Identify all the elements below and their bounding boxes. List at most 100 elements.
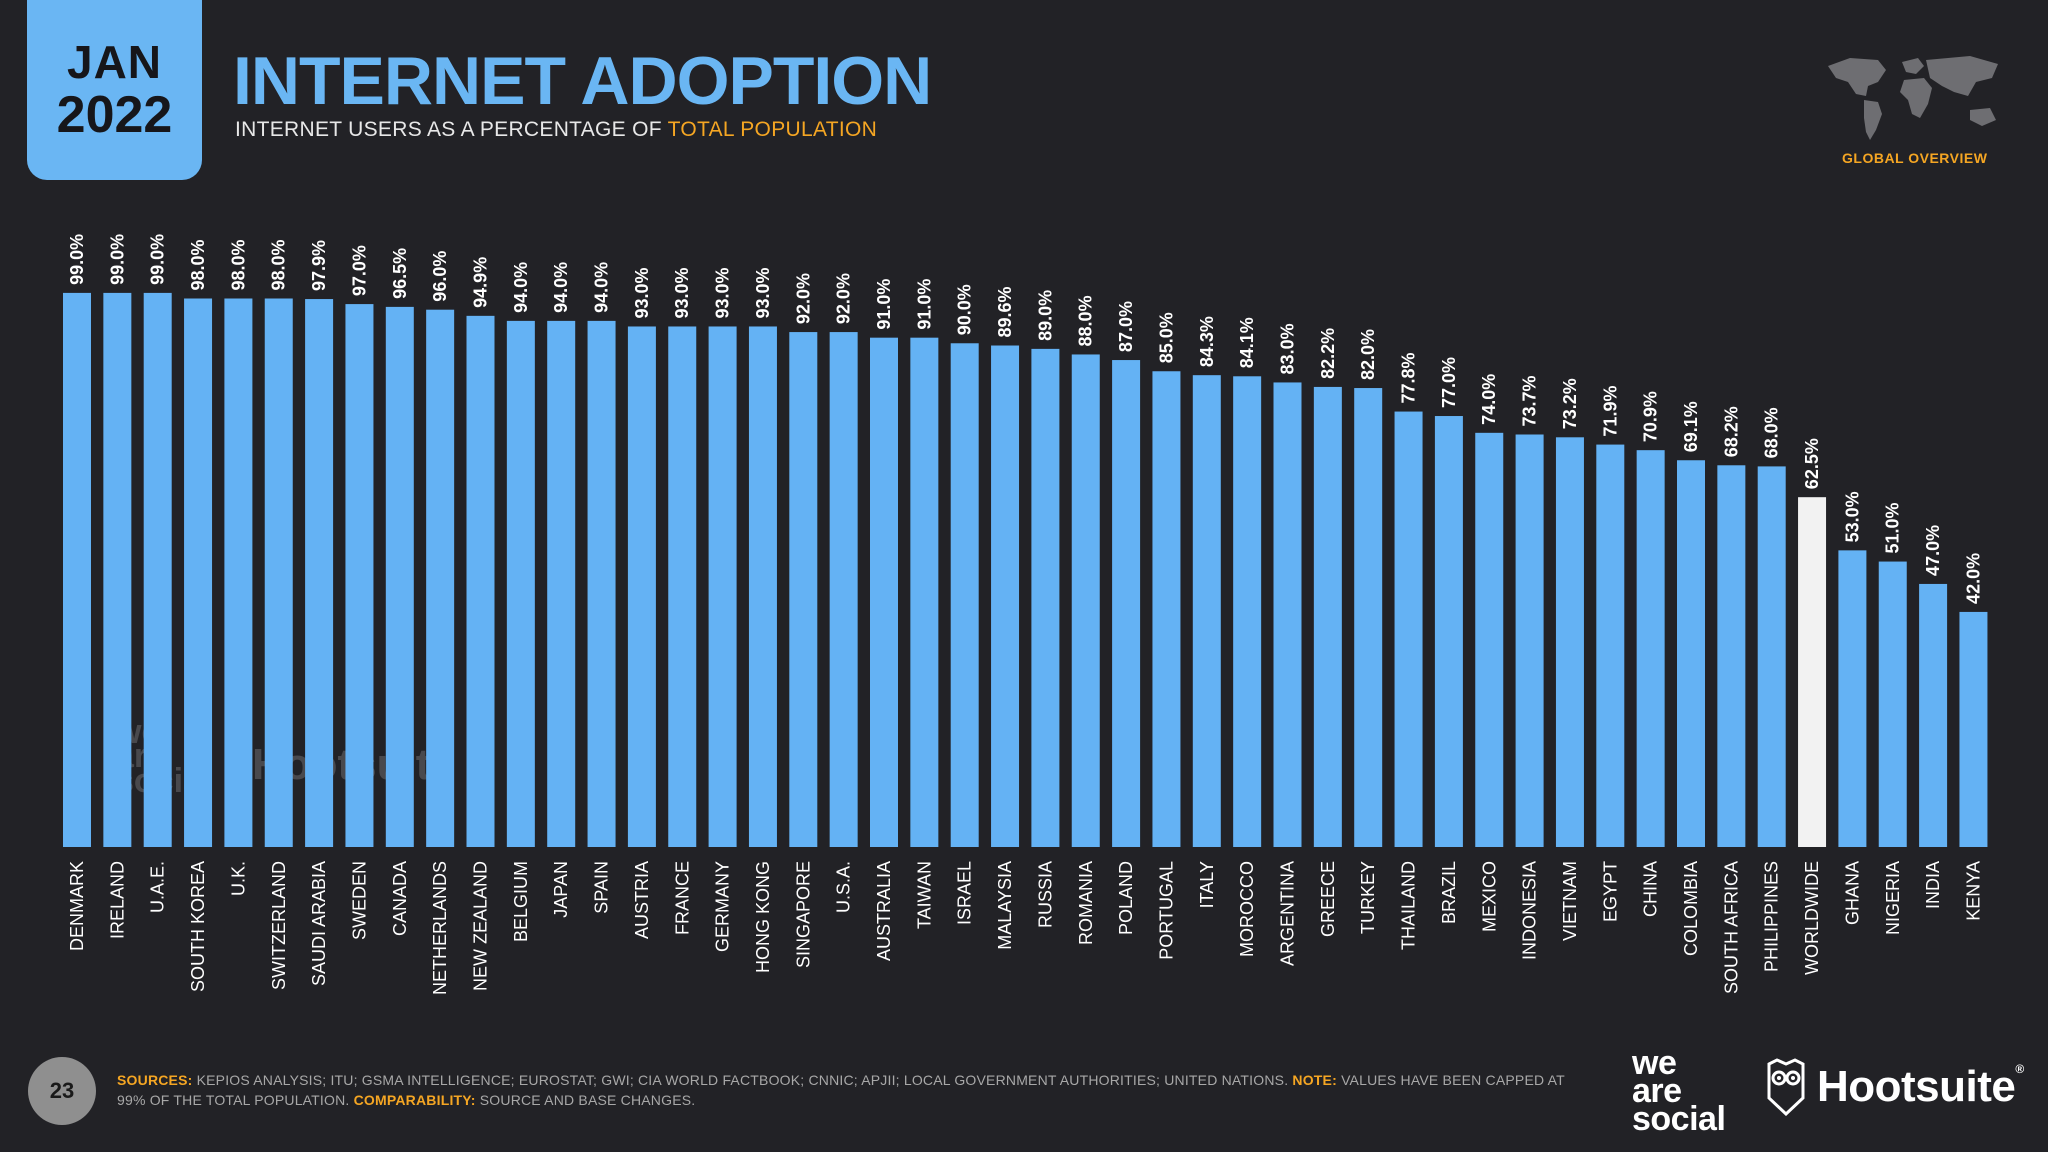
value-label-philippines: 68.0% — [1762, 407, 1782, 458]
value-label-belgium: 94.0% — [511, 262, 531, 313]
logo-was-line-1: we — [1632, 1044, 1677, 1082]
bar-hong-kong — [748, 326, 777, 847]
bar-japan — [547, 320, 576, 848]
value-label-romania: 88.0% — [1076, 295, 1096, 346]
category-label-morocco: MOROCCO — [1237, 861, 1257, 957]
value-label-ireland: 99.0% — [107, 234, 127, 285]
bar-romania — [1071, 354, 1100, 847]
bar-italy — [1192, 375, 1221, 847]
bar-chart: 99.0% DENMARK 99.0% IRELAND 99.0% U.A.E. 98.0%… — [63, 234, 1988, 995]
subtitle-prefix: INTERNET USERS AS A PERCENTAGE OF — [235, 118, 662, 141]
category-label-philippines: PHILIPPINES — [1762, 861, 1782, 972]
category-label-sweden: SWEDEN — [349, 861, 369, 940]
category-label-u-a-e: U.A.E. — [148, 861, 168, 913]
value-label-ghana: 53.0% — [1842, 491, 1862, 542]
date-year: 2022 — [56, 86, 173, 144]
value-label-china: 70.9% — [1641, 391, 1661, 442]
value-label-italy: 84.3% — [1197, 316, 1217, 367]
category-label-nigeria: NIGERIA — [1883, 861, 1903, 935]
value-label-netherlands: 96.0% — [430, 251, 450, 302]
hootsuite-logo: Hootsuite® — [1765, 1058, 2024, 1116]
category-label-mexico: MEXICO — [1479, 861, 1499, 932]
value-label-saudi-arabia: 97.9% — [309, 240, 329, 291]
bar-turkey — [1354, 388, 1383, 847]
value-label-poland: 87.0% — [1116, 301, 1136, 352]
bar-colombia — [1677, 460, 1705, 847]
value-label-u-k: 98.0% — [228, 239, 248, 290]
bar-spain — [587, 320, 616, 848]
comparability-text: SOURCE AND BASE CHANGES. — [479, 1092, 696, 1108]
value-label-argentina: 83.0% — [1278, 323, 1298, 374]
value-label-spain: 94.0% — [592, 262, 612, 313]
value-label-worldwide: 62.5% — [1802, 438, 1822, 489]
value-label-u-s-a: 92.0% — [834, 273, 854, 324]
value-label-portugal: 85.0% — [1156, 312, 1176, 363]
category-label-thailand: THAILAND — [1399, 861, 1419, 950]
value-label-thailand: 77.8% — [1399, 353, 1419, 404]
category-label-ghana: GHANA — [1842, 861, 1862, 925]
category-label-malaysia: MALAYSIA — [995, 861, 1015, 950]
subtitle-highlight: TOTAL POPULATION — [667, 118, 878, 141]
bar-philippines — [1757, 466, 1786, 847]
category-label-brazil: BRAZIL — [1439, 861, 1459, 924]
value-label-kenya: 42.0% — [1963, 553, 1983, 604]
value-label-hong-kong: 93.0% — [753, 267, 773, 318]
page-number: 23 — [28, 1057, 96, 1125]
we-are-social-logo: we are social — [1632, 1044, 1726, 1138]
value-label-singapore: 92.0% — [793, 273, 813, 324]
category-label-turkey: TURKEY — [1358, 861, 1378, 934]
value-label-egypt: 71.9% — [1600, 386, 1620, 437]
comparability-label: COMPARABILITY: — [353, 1092, 476, 1108]
world-map-icon — [1828, 56, 1998, 140]
category-label-worldwide: WORLDWIDE — [1802, 861, 1822, 975]
bar-u-k — [224, 298, 253, 847]
category-label-israel: ISRAEL — [955, 861, 975, 925]
bar-greece — [1313, 386, 1342, 847]
category-label-taiwan: TAIWAN — [914, 861, 934, 929]
date-badge: JAN 2022 — [27, 0, 202, 180]
bar-switzerland — [264, 298, 293, 847]
category-label-canada: CANADA — [390, 861, 410, 936]
value-label-greece: 82.2% — [1318, 328, 1338, 379]
category-label-india: INDIA — [1923, 861, 1943, 909]
page-subtitle: INTERNET USERS AS A PERCENTAGE OF TOTAL … — [235, 118, 877, 142]
category-label-new-zealand: NEW ZEALAND — [471, 861, 491, 991]
category-label-greece: GREECE — [1318, 861, 1338, 937]
bar-belgium — [506, 320, 535, 848]
category-label-china: CHINA — [1641, 861, 1661, 917]
bar-mexico — [1475, 432, 1504, 847]
category-label-russia: RUSSIA — [1035, 861, 1055, 928]
date-month: JAN — [66, 36, 163, 88]
section-label: GLOBAL OVERVIEW — [1842, 150, 1988, 166]
value-label-germany: 93.0% — [713, 267, 733, 318]
bar-netherlands — [426, 309, 455, 847]
category-label-ireland: IRELAND — [107, 861, 127, 939]
bar-brazil — [1434, 416, 1463, 847]
category-label-south-africa: SOUTH AFRICA — [1721, 861, 1741, 994]
value-label-south-africa: 68.2% — [1721, 406, 1741, 457]
category-label-egypt: EGYPT — [1600, 861, 1620, 922]
category-label-australia: AUSTRALIA — [874, 861, 894, 961]
category-label-singapore: SINGAPORE — [793, 861, 813, 968]
value-label-denmark: 99.0% — [67, 234, 87, 285]
bar-india — [1919, 583, 1948, 847]
category-label-saudi-arabia: SAUDI ARABIA — [309, 861, 329, 986]
category-label-germany: GERMANY — [713, 861, 733, 952]
bar-morocco — [1233, 376, 1262, 847]
category-label-japan: JAPAN — [551, 861, 571, 918]
category-label-u-k: U.K. — [228, 861, 248, 896]
category-label-u-s-a: U.S.A. — [834, 861, 854, 913]
bar-austria — [627, 326, 656, 847]
value-label-france: 93.0% — [672, 267, 692, 318]
bar-israel — [950, 343, 979, 847]
value-label-indonesia: 73.7% — [1520, 375, 1540, 426]
value-label-colombia: 69.1% — [1681, 401, 1701, 452]
value-label-south-korea: 98.0% — [188, 239, 208, 290]
hootsuite-wordmark: Hootsuite® — [1817, 1062, 2024, 1112]
category-label-austria: AUSTRIA — [632, 861, 652, 939]
category-label-kenya: KENYA — [1963, 861, 1983, 921]
logo-was-line-3: social — [1632, 1099, 1726, 1138]
value-label-brazil: 77.0% — [1439, 357, 1459, 408]
bar-u-a-e — [143, 292, 172, 848]
value-label-taiwan: 91.0% — [914, 279, 934, 330]
